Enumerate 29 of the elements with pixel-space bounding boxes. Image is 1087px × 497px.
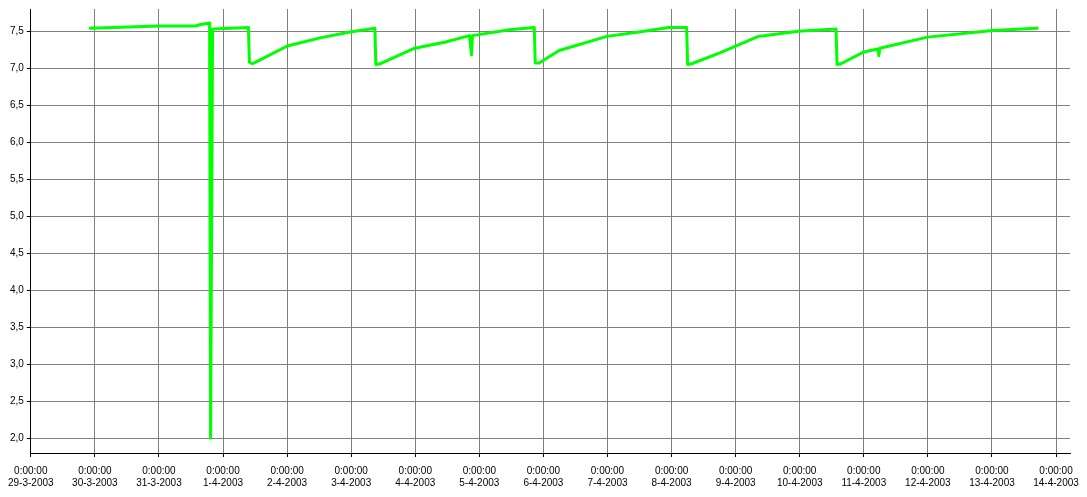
- y-tick-label: 2,5: [9, 394, 25, 406]
- y-tick-label: 4,5: [9, 246, 25, 258]
- y-tick-label: 6,5: [9, 98, 25, 110]
- y-tick-label: 3,5: [9, 320, 25, 332]
- y-tick-label: 6,0: [9, 135, 25, 147]
- y-tick-label: 7,0: [9, 61, 25, 73]
- y-tick-label: 3,0: [9, 357, 25, 369]
- x-tick-label: 0:00:00 30-3-2003: [72, 464, 119, 488]
- x-tick-label: 0:00:00 31-3-2003: [136, 464, 183, 488]
- x-tick-label: 0:00:00 7-4-2003: [587, 464, 628, 488]
- x-tick-label: 0:00:00 3-4-2003: [331, 464, 372, 488]
- x-tick-label: 0:00:00 12-4-2003: [905, 464, 952, 488]
- x-tick-label: 0:00:00 13-4-2003: [969, 464, 1016, 488]
- y-tick-label: 4,0: [9, 283, 25, 295]
- x-tick-label: 0:00:00 8-4-2003: [651, 464, 693, 488]
- x-tick-label: 0:00:00 6-4-2003: [523, 464, 564, 488]
- x-tick-label: 0:00:00 29-3-2003: [8, 464, 55, 488]
- x-tick-label: 0:00:00 4-4-2003: [395, 464, 436, 488]
- x-tick-label: 0:00:00 2-4-2003: [267, 464, 308, 488]
- x-tick-label: 0:00:00 9-4-2003: [715, 464, 757, 488]
- y-tick-label: 2,0: [9, 431, 25, 443]
- x-tick-label: 0:00:00 10-4-2003: [776, 464, 823, 488]
- x-tick-label: 0:00:00 1-4-2003: [203, 464, 244, 488]
- x-tick-label: 0:00:00 5-4-2003: [459, 464, 500, 488]
- x-tick-label: 0:00:00 11-4-2003: [841, 464, 887, 488]
- x-tick-label: 0:00:00 14-4-2003: [1033, 464, 1080, 488]
- y-tick-label: 5,5: [9, 172, 25, 184]
- y-tick-label: 5,0: [9, 209, 25, 221]
- y-tick-label: 7,5: [9, 24, 25, 36]
